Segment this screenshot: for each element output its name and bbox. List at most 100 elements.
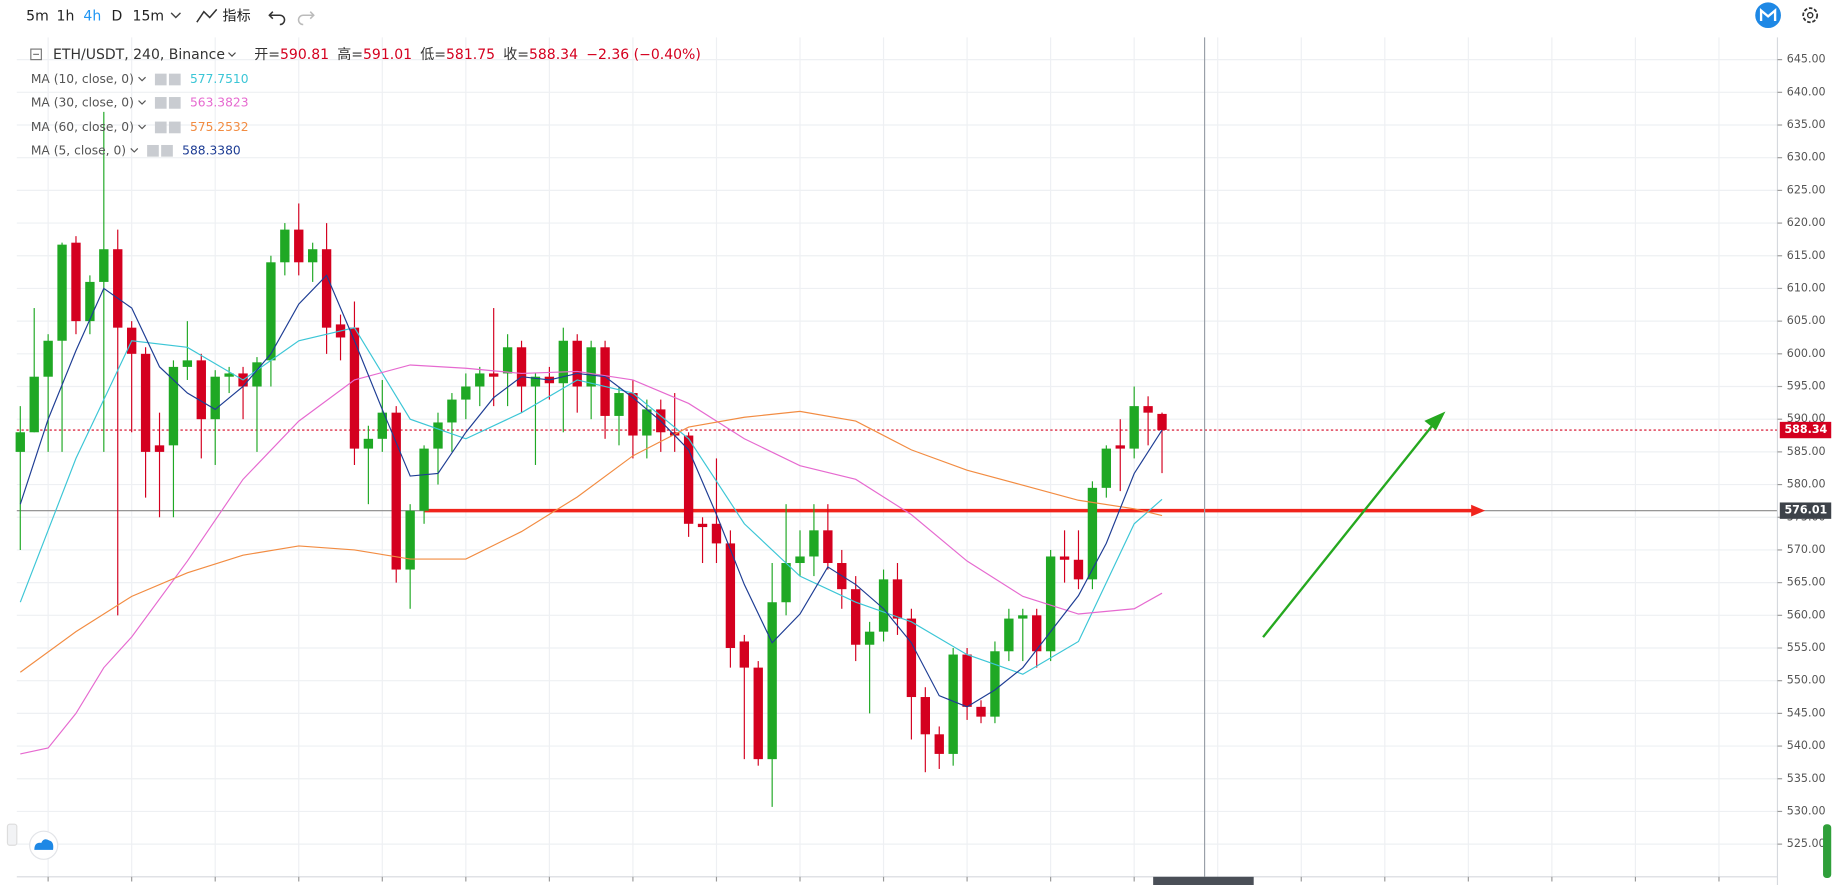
ma-line: [20, 364, 1163, 755]
candle-body: [377, 412, 387, 439]
symbol: ETH/USDT, 240, Binance: [53, 47, 225, 63]
indicator-dropdown[interactable]: [138, 100, 146, 105]
y-tick-label: 615.00: [1787, 249, 1826, 262]
y-tick-label: 545.00: [1787, 706, 1826, 719]
candle-body: [1101, 448, 1112, 488]
y-tick-label: 580.00: [1787, 478, 1826, 491]
y-tick-label: 605.00: [1787, 314, 1826, 327]
indicator-dropdown[interactable]: [138, 124, 146, 130]
trend-arrow: [1262, 420, 1437, 638]
indicator-dropdown[interactable]: [138, 76, 146, 82]
candle-body: [920, 697, 930, 735]
candle-body: [280, 229, 290, 263]
logo-mark: [1759, 8, 1777, 22]
y-tick-label: 535.00: [1787, 772, 1826, 785]
interval-button[interactable]: D: [111, 8, 122, 24]
indicator-value: 577.7510: [190, 72, 249, 86]
indicator-name: MA (5, close, 0): [31, 143, 126, 157]
candle-body: [1157, 413, 1167, 431]
y-tick-label: 550.00: [1787, 674, 1826, 687]
ohlc-value: 591.01: [363, 47, 412, 63]
candle-body: [29, 376, 39, 433]
candle-body: [363, 438, 374, 449]
candle-body: [864, 631, 875, 645]
settings[interactable]: [1802, 7, 1819, 24]
indicator-value: 563.3823: [190, 95, 249, 109]
candle-body: [976, 706, 986, 717]
candle-body: [892, 579, 903, 619]
candle-body: [739, 641, 749, 668]
y-tick-label: 610.00: [1787, 281, 1826, 294]
price-axis: 525.00 530.00 535.00 540.00 545.00 550.00 555.…: [47, 53, 1832, 882]
y-tick-label: 565.00: [1787, 576, 1826, 589]
indicator-icon[interactable]: [196, 8, 218, 23]
candle-body: [558, 340, 568, 384]
remove-icon[interactable]: [168, 121, 181, 134]
candle-body: [711, 523, 722, 544]
remove-icon[interactable]: [168, 97, 181, 109]
candle-body: [224, 373, 234, 377]
candle-body: [489, 373, 499, 377]
interval-dropdown[interactable]: [170, 12, 181, 19]
ohlc-value: 581.75: [446, 47, 495, 63]
settings-core: [1806, 11, 1814, 19]
drawn-arrow-head: [1471, 504, 1486, 517]
candle-body: [391, 412, 401, 570]
candle-body: [809, 530, 819, 557]
candle-body: [196, 360, 206, 420]
price-tag-label: 588.34: [1784, 423, 1827, 436]
interval-button[interactable]: 1h: [57, 8, 75, 24]
candle-body: [1045, 556, 1056, 652]
candle-body: [85, 281, 95, 322]
indicator-dropdown[interactable]: [130, 148, 139, 153]
candle-body: [168, 366, 179, 446]
indicator-name: MA (10, close, 0): [31, 72, 134, 86]
candle-body: [294, 229, 304, 263]
interval-button[interactable]: 4h: [83, 8, 101, 24]
candle-body: [600, 347, 610, 416]
candle-body: [934, 734, 944, 754]
y-tick-label: 620.00: [1787, 216, 1826, 229]
ohlc-label: 低=: [420, 47, 446, 63]
visibility-icon[interactable]: [147, 144, 159, 157]
ohlc-label: 高=: [337, 46, 363, 63]
candle-body: [683, 435, 694, 524]
y-tick-label: 630.00: [1787, 151, 1826, 164]
candle-body: [71, 242, 81, 322]
candle-body: [962, 654, 972, 707]
legend: ETH/USDT, 240, Binance 开= 590.81 高= 591.01 低=…: [30, 46, 701, 157]
y-tick-label: 600.00: [1787, 347, 1826, 360]
candle-body: [266, 262, 276, 361]
candle-body: [572, 340, 582, 387]
visibility-icon[interactable]: [154, 97, 167, 109]
y-tick-label: 525.00: [1787, 837, 1826, 850]
remove-icon[interactable]: [161, 144, 173, 157]
interval-button[interactable]: 15m: [133, 8, 165, 24]
candle-body: [1087, 487, 1098, 580]
candle-body: [1129, 406, 1139, 449]
y-tick-label: 595.00: [1787, 380, 1826, 393]
collapse-button[interactable]: [6, 823, 18, 846]
ma-line: [19, 410, 1163, 673]
y-tick-label: 645.00: [1787, 53, 1826, 66]
visibility-icon[interactable]: [154, 73, 167, 86]
redo[interactable]: [297, 11, 315, 26]
candle-body: [767, 602, 777, 760]
candle-body: [1073, 559, 1084, 580]
y-tick-label: 625.00: [1787, 183, 1826, 196]
candle-body: [990, 651, 1000, 717]
candle-body: [851, 589, 861, 645]
trend-arrow-head: [1424, 411, 1446, 431]
indicator-button[interactable]: 指标: [223, 8, 251, 24]
interval-button[interactable]: 5m: [26, 8, 49, 24]
candle-body: [516, 347, 527, 387]
symbol-dropdown[interactable]: [228, 52, 236, 57]
candle-body: [15, 432, 25, 452]
remove-icon[interactable]: [168, 73, 181, 86]
collapse-icon[interactable]: [30, 48, 42, 61]
scrollbar[interactable]: [1823, 824, 1832, 878]
visibility-icon[interactable]: [154, 121, 167, 134]
candle-body: [823, 530, 833, 564]
undo[interactable]: [268, 11, 286, 26]
